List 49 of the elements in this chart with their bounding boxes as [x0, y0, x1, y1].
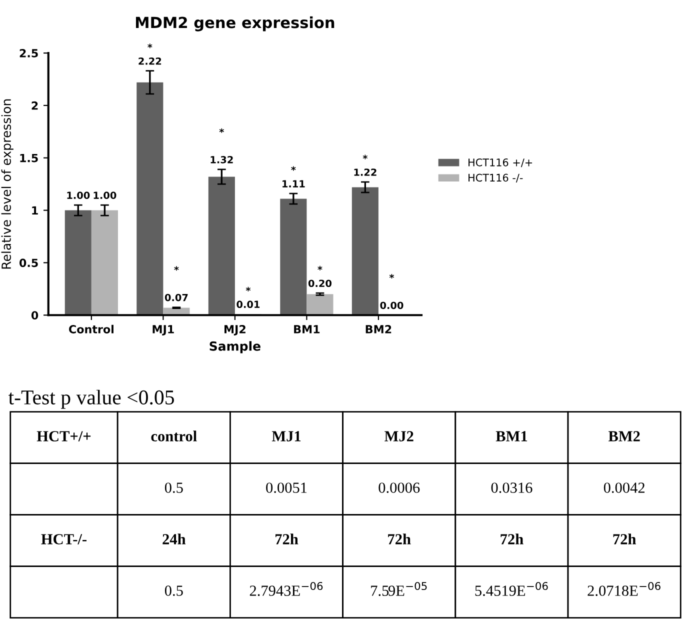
data-label: 1.00: [67, 192, 90, 199]
x-axis-title: Sample: [210, 341, 260, 354]
text: 0.0006: [378, 482, 420, 493]
x-tick-label: MJ2: [224, 325, 246, 336]
text: BM2: [608, 431, 640, 442]
y-tick-label: 2: [32, 101, 38, 110]
y-tick-label: 0: [31, 311, 38, 320]
text: MJ2: [384, 431, 414, 442]
x-tick-label: BM2: [366, 325, 392, 334]
data-label: * 0.01: [236, 286, 260, 308]
x-tick-label: Control: [69, 324, 114, 334]
y-tick-label: 1.5: [20, 154, 38, 162]
text: 5.4519E$^{−06}$: [475, 582, 548, 596]
legend-label: HCT116 +/+: [468, 158, 532, 168]
x-tick-label: BM1: [294, 325, 320, 334]
text: 0.0316: [491, 482, 532, 493]
y-tick-label: 2.5: [20, 49, 38, 58]
text: 0.5: [164, 586, 183, 596]
y-axis-title: Relative level of expression: [1, 99, 14, 269]
text: 0.0042: [604, 482, 644, 493]
text: * 0.00: [380, 274, 404, 310]
data-label: * 1.11: [282, 166, 305, 188]
text: 72h: [500, 534, 524, 544]
text: 2.0718E$^{−06}$: [588, 582, 660, 596]
data-label: * 2.22: [138, 44, 162, 65]
text: * 1.32: [210, 128, 233, 164]
data-label: 1.00: [94, 192, 116, 199]
text: control: [151, 430, 197, 442]
y-tick-label: 0.5: [19, 258, 38, 268]
text: 2.7943E$^{−06}$: [250, 582, 323, 596]
text: 0.0051: [266, 482, 307, 493]
text: t-Test p value <0.05: [8, 390, 174, 409]
data-label: * 1.22: [354, 154, 376, 176]
y-tick-label: 1: [32, 206, 38, 215]
text: MJ1: [272, 431, 301, 442]
text: HCT+/+: [36, 431, 91, 442]
x-tick-label: MJ1: [152, 325, 174, 336]
text: 72h: [388, 534, 411, 544]
text: HCT-/-: [41, 534, 86, 544]
text: 72h: [276, 534, 298, 544]
legend-label: HCT116 -/-: [468, 174, 523, 182]
chart-title: MDM2 gene expression: [136, 16, 334, 32]
text: 0.5: [164, 482, 183, 493]
text: 72h: [613, 534, 636, 544]
text: 7.59E$^{−05}$: [371, 582, 427, 596]
text: BM1: [496, 431, 528, 442]
data-label: * 0.20: [308, 266, 332, 288]
text: * 0.07: [164, 266, 188, 302]
text: 24h: [162, 534, 186, 544]
